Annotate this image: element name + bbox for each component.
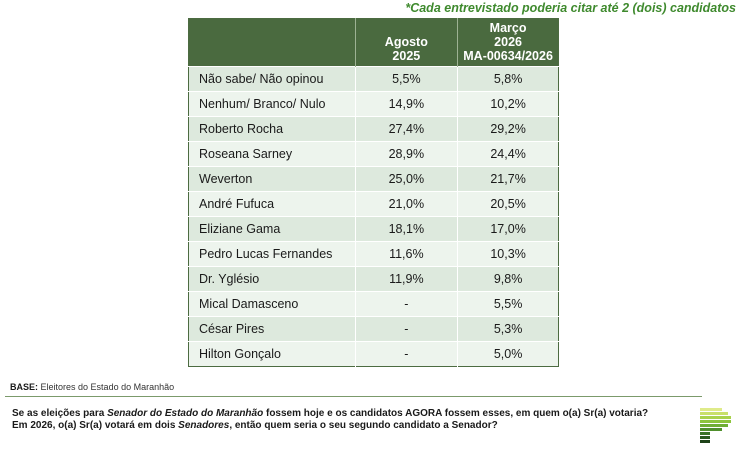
- base-note: BASE: Eleitores do Estado do Maranhão: [10, 382, 174, 392]
- question-segment: fossem hoje e os candidatos AGORA fossem…: [263, 408, 649, 419]
- marco-2026-cell: 5,0%: [457, 341, 559, 367]
- header-line: MA-00634/2026: [463, 49, 553, 63]
- candidate-cell: Weverton: [188, 166, 355, 192]
- agosto-2025-cell: 28,9%: [354, 141, 458, 167]
- table-row: Weverton 25,0% 21,7%: [188, 166, 559, 192]
- question-line-2: Em 2026, o(a) Sr(a) votará em dois Senad…: [12, 420, 648, 432]
- table-row: Roseana Sarney 28,9% 24,4%: [188, 141, 559, 167]
- agosto-2025-cell: -: [354, 291, 458, 317]
- header-marco-2026: Março 2026 MA-00634/2026: [457, 18, 559, 67]
- marco-2026-cell: 29,2%: [457, 116, 559, 142]
- table-row: Dr. Yglésio 11,9% 9,8%: [188, 266, 559, 292]
- marco-2026-cell: 24,4%: [457, 141, 559, 167]
- question-segment: Senador do Estado do Maranhão: [107, 408, 264, 419]
- table-header-row: Agosto 2025 Março 2026 MA-00634/2026: [188, 18, 559, 67]
- marco-2026-cell: 5,5%: [457, 291, 559, 317]
- table-row: Não sabe/ Não opinou 5,5% 5,8%: [188, 66, 559, 92]
- results-table: Agosto 2025 Março 2026 MA-00634/2026 Não…: [188, 18, 559, 367]
- header-line: Março: [489, 21, 527, 35]
- agosto-2025-cell: 18,1%: [354, 216, 458, 242]
- table-row: César Pires -5,3%: [188, 316, 559, 342]
- table-row: André Fufuca 21,0% 20,5%: [188, 191, 559, 217]
- candidate-cell: Nenhum/ Branco/ Nulo: [188, 91, 355, 117]
- divider-line: [5, 396, 702, 397]
- footnote-note: *Cada entrevistado poderia citar até 2 (…: [405, 1, 736, 15]
- agosto-2025-cell: 25,0%: [354, 166, 458, 192]
- candidate-cell: Hilton Gonçalo: [188, 341, 355, 367]
- base-text: Eleitores do Estado do Maranhão: [40, 382, 175, 392]
- marco-2026-cell: 9,8%: [457, 266, 559, 292]
- base-label: BASE:: [10, 382, 39, 392]
- question-segment: Senadores: [178, 420, 230, 431]
- header-line: 2026: [494, 35, 522, 49]
- agosto-2025-cell: 14,9%: [354, 91, 458, 117]
- marco-2026-cell: 5,3%: [457, 316, 559, 342]
- table-body: Não sabe/ Não opinou 5,5% 5,8% Nenhum/ Bran…: [188, 66, 559, 367]
- candidate-cell: Mical Damasceno: [188, 291, 355, 317]
- candidate-cell: Dr. Yglésio: [188, 266, 355, 292]
- marco-2026-cell: 10,2%: [457, 91, 559, 117]
- candidate-cell: Eliziane Gama: [188, 216, 355, 242]
- candidate-cell: Roberto Rocha: [188, 116, 355, 142]
- table-row: Pedro Lucas Fernandes 11,6% 10,3%: [188, 241, 559, 267]
- candidate-cell: César Pires: [188, 316, 355, 342]
- table-row: Roberto Rocha 27,4% 29,2%: [188, 116, 559, 142]
- marco-2026-cell: 10,3%: [457, 241, 559, 267]
- marco-2026-cell: 20,5%: [457, 191, 559, 217]
- header-line: 2025: [392, 49, 421, 63]
- marco-2026-cell: 21,7%: [457, 166, 559, 192]
- table-row: Eliziane Gama 18,1% 17,0%: [188, 216, 559, 242]
- question-segment: , então quem seria o seu segundo candida…: [229, 420, 498, 431]
- table-row: Hilton Gonçalo -5,0%: [188, 341, 559, 367]
- agosto-2025-cell: 21,0%: [354, 191, 458, 217]
- table-row: Mical Damasceno -5,5%: [188, 291, 559, 317]
- header-line: Agosto: [384, 35, 428, 49]
- agosto-2025-cell: 11,9%: [354, 266, 458, 292]
- agosto-2025-cell: -: [354, 316, 458, 342]
- header-agosto-2025: Agosto 2025: [354, 18, 458, 67]
- agosto-2025-cell: 5,5%: [354, 66, 458, 92]
- table-row: Nenhum/ Branco/ Nulo 14,9% 10,2%: [188, 91, 559, 117]
- agosto-2025-cell: 27,4%: [354, 116, 458, 142]
- header-candidate: [188, 18, 355, 67]
- marco-2026-cell: 17,0%: [457, 216, 559, 242]
- candidate-cell: Pedro Lucas Fernandes: [188, 241, 355, 267]
- candidate-cell: Não sabe/ Não opinou: [188, 66, 355, 92]
- brand-logo-icon: [700, 408, 731, 443]
- agosto-2025-cell: -: [354, 341, 458, 367]
- marco-2026-cell: 5,8%: [457, 66, 559, 92]
- candidate-cell: André Fufuca: [188, 191, 355, 217]
- question-line-1: Se as eleições para Senador do Estado do…: [12, 408, 648, 420]
- candidate-cell: Roseana Sarney: [188, 141, 355, 167]
- survey-question: Se as eleições para Senador do Estado do…: [12, 408, 648, 432]
- question-segment: Se as eleições para: [12, 408, 108, 419]
- agosto-2025-cell: 11,6%: [354, 241, 458, 267]
- question-segment: Em 2026, o(a) Sr(a) votará em dois: [12, 420, 179, 431]
